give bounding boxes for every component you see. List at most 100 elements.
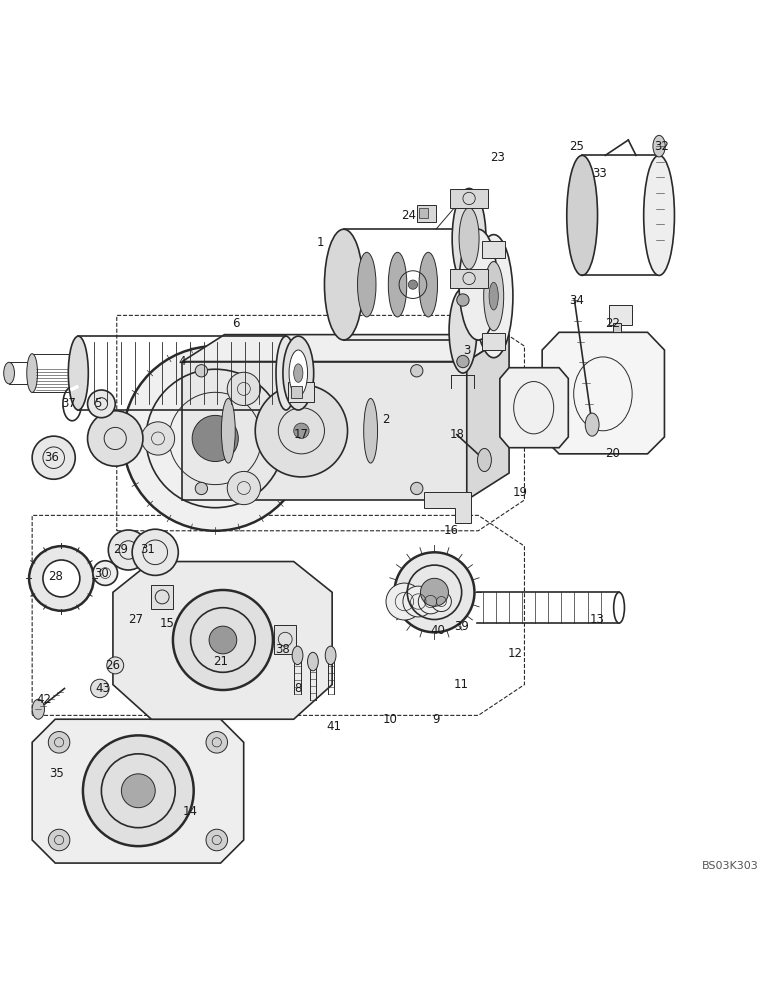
Text: 16: 16: [444, 524, 459, 537]
Bar: [450, 269, 489, 288]
Text: 39: 39: [454, 620, 469, 633]
Ellipse shape: [449, 288, 477, 373]
Text: 5: 5: [94, 397, 101, 410]
Text: 6: 6: [232, 317, 240, 330]
Ellipse shape: [478, 448, 492, 472]
Text: 9: 9: [432, 713, 440, 726]
Circle shape: [195, 365, 208, 377]
Text: BS03K303: BS03K303: [703, 861, 759, 871]
Text: 29: 29: [113, 543, 128, 556]
Text: 38: 38: [275, 643, 290, 656]
Circle shape: [121, 774, 155, 808]
Circle shape: [432, 592, 452, 612]
Ellipse shape: [364, 398, 378, 463]
Circle shape: [227, 471, 260, 505]
Text: 17: 17: [294, 428, 309, 441]
Circle shape: [173, 590, 273, 690]
Ellipse shape: [419, 252, 438, 317]
Text: 34: 34: [569, 294, 584, 307]
Polygon shape: [499, 368, 568, 448]
Text: 31: 31: [140, 543, 155, 556]
Text: 3: 3: [463, 344, 470, 357]
Circle shape: [49, 732, 69, 753]
Circle shape: [411, 482, 423, 495]
Text: 2: 2: [382, 413, 390, 426]
Polygon shape: [32, 719, 244, 863]
Circle shape: [107, 657, 124, 674]
Ellipse shape: [307, 652, 318, 671]
Circle shape: [457, 355, 469, 368]
Polygon shape: [113, 562, 332, 719]
Circle shape: [408, 280, 418, 289]
Ellipse shape: [283, 336, 313, 410]
Circle shape: [32, 436, 75, 479]
Ellipse shape: [324, 229, 363, 340]
Text: 40: 40: [431, 624, 445, 637]
Bar: [482, 333, 505, 350]
Circle shape: [93, 561, 117, 585]
Ellipse shape: [644, 155, 675, 275]
Circle shape: [132, 529, 178, 575]
Circle shape: [123, 346, 307, 531]
Text: 18: 18: [450, 428, 465, 441]
Polygon shape: [467, 335, 509, 500]
Circle shape: [87, 390, 115, 418]
Text: 32: 32: [654, 140, 669, 153]
Ellipse shape: [289, 350, 307, 396]
Text: 42: 42: [36, 693, 51, 706]
Ellipse shape: [452, 188, 486, 288]
Circle shape: [49, 829, 69, 851]
Text: 26: 26: [106, 659, 120, 672]
Text: 25: 25: [569, 140, 584, 153]
Ellipse shape: [585, 413, 599, 436]
Polygon shape: [182, 362, 467, 500]
Ellipse shape: [567, 155, 598, 275]
Text: 21: 21: [213, 655, 228, 668]
Bar: [613, 323, 621, 332]
Circle shape: [293, 423, 309, 438]
Ellipse shape: [357, 252, 376, 317]
Text: 10: 10: [382, 713, 398, 726]
Text: 36: 36: [44, 451, 59, 464]
Text: 43: 43: [96, 682, 110, 695]
Ellipse shape: [292, 646, 303, 665]
Ellipse shape: [484, 262, 503, 331]
Bar: [287, 382, 314, 402]
Ellipse shape: [459, 208, 479, 269]
Circle shape: [83, 735, 194, 846]
Text: 22: 22: [605, 317, 621, 330]
Ellipse shape: [475, 235, 513, 358]
Circle shape: [43, 560, 80, 597]
Ellipse shape: [32, 699, 45, 719]
Text: 15: 15: [159, 617, 174, 630]
Circle shape: [90, 679, 109, 698]
Text: 23: 23: [490, 151, 505, 164]
Ellipse shape: [293, 364, 303, 382]
Circle shape: [394, 552, 475, 632]
Text: 1: 1: [317, 236, 324, 249]
Text: 24: 24: [401, 209, 417, 222]
Text: 30: 30: [94, 567, 109, 580]
Text: 13: 13: [590, 613, 605, 626]
Circle shape: [192, 415, 239, 462]
Bar: [275, 625, 296, 654]
Bar: [455, 194, 475, 208]
Text: 11: 11: [454, 678, 469, 691]
Text: 14: 14: [182, 805, 198, 818]
Circle shape: [386, 583, 423, 620]
Ellipse shape: [68, 336, 88, 410]
Circle shape: [421, 578, 449, 606]
Ellipse shape: [388, 252, 407, 317]
Text: 20: 20: [605, 447, 621, 460]
Circle shape: [418, 589, 443, 614]
Circle shape: [141, 422, 174, 455]
Text: 28: 28: [48, 570, 63, 583]
Polygon shape: [542, 332, 665, 454]
Bar: [450, 189, 489, 208]
Text: 19: 19: [513, 486, 528, 499]
Circle shape: [403, 586, 434, 617]
Ellipse shape: [614, 592, 625, 623]
Text: 37: 37: [62, 397, 76, 410]
Ellipse shape: [4, 362, 15, 384]
Circle shape: [209, 626, 237, 654]
